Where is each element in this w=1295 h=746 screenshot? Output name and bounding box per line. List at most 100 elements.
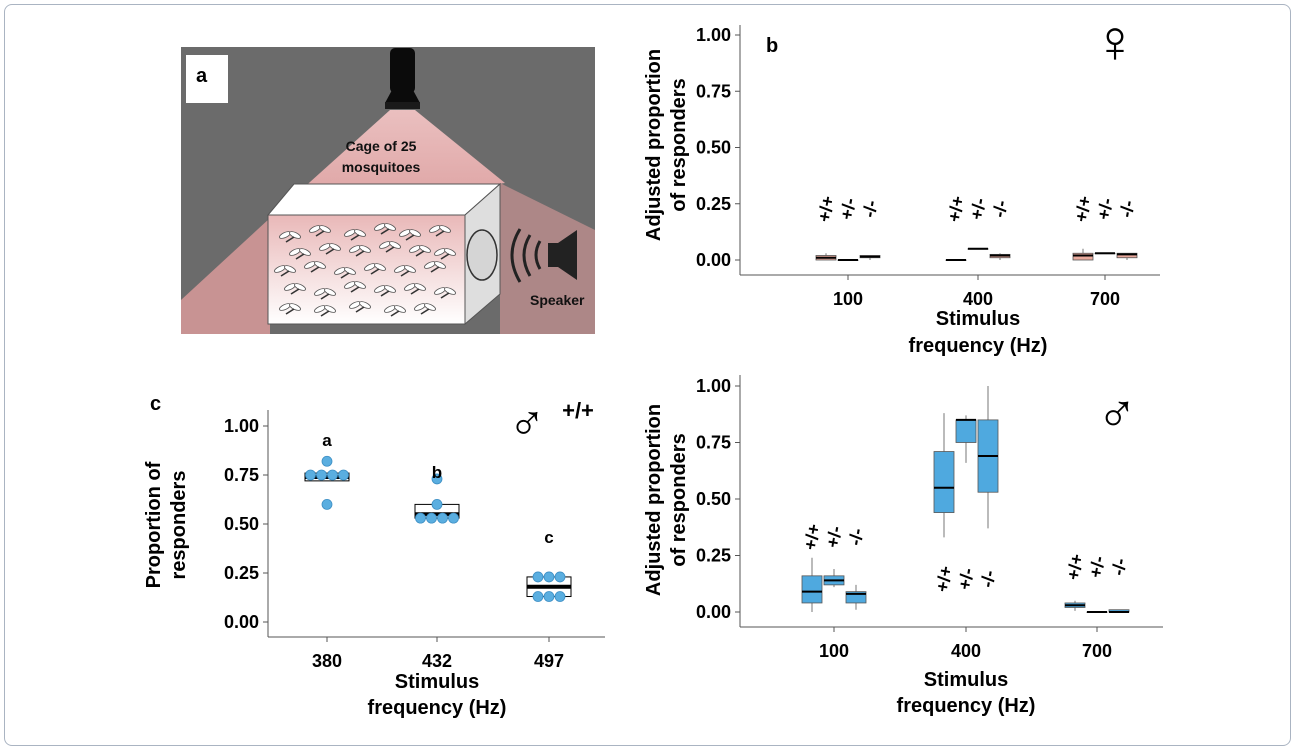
- panel-c-data-point: [338, 469, 349, 481]
- panel-c-xlabel-line1: Stimulus: [395, 671, 479, 693]
- panel-b-ylabel-line1: Adjusted proportion: [643, 49, 665, 241]
- panel-b-genotype-label: -/-: [1116, 199, 1139, 219]
- mosquito-icon: [374, 285, 396, 297]
- panel-d-genotype-label: +/+: [800, 522, 824, 551]
- male-symbol-icon: ♂: [1097, 384, 1138, 444]
- panel-d-genotype-label: +/-: [822, 525, 845, 550]
- mosquito-body: [430, 266, 440, 273]
- mosquito-icon: [414, 303, 436, 315]
- panel-b-genotype-label: +/-: [1093, 197, 1116, 222]
- panel-b-x-tick-label: 700: [1090, 289, 1120, 309]
- panel-b-y-tick-label: 0.75: [696, 81, 731, 101]
- panel-c-data-point: [431, 473, 443, 485]
- panel-c-y-tick-label: 1.00: [224, 416, 259, 436]
- panel-b-genotype-label: +/+: [814, 194, 838, 223]
- mosquito-icon: [394, 265, 416, 277]
- panel-c-data-point: [431, 498, 443, 510]
- mosquito-body: [405, 234, 415, 241]
- panel-a-illustration: Cage of 25 mosquitoes Speaker a: [181, 47, 595, 334]
- mosquito-body: [440, 292, 450, 299]
- flashlight-icon: [385, 48, 420, 109]
- light-beam-left: [181, 218, 270, 334]
- panel-d-y-tick-label: 0.75: [696, 433, 731, 453]
- mosquito-body: [390, 310, 400, 317]
- panel-b-xlabel-line2: frequency (Hz): [909, 335, 1048, 357]
- panel-d-y-tick-label: 0.50: [696, 489, 731, 509]
- mosquito-icon: [399, 229, 421, 241]
- panel-d-genotype-label: +/+: [932, 564, 956, 593]
- mosquito-icon: [364, 263, 386, 275]
- panel-c-y-tick-label: 0.75: [224, 465, 259, 485]
- panel-d-xlabel-line2: frequency (Hz): [897, 695, 1036, 717]
- panel-b-letter: b: [766, 35, 778, 57]
- panel-c-data-point: [415, 512, 426, 524]
- panel-b-genotype-label: +/-: [966, 197, 989, 222]
- mosquito-body: [350, 286, 360, 293]
- panel-a-letter: a: [196, 65, 208, 87]
- panel-d-box: [801, 575, 823, 604]
- mosquito-icon: [424, 261, 446, 273]
- mosquito-body: [285, 308, 295, 315]
- mosquito-icon: [314, 305, 336, 317]
- panel-c-significance-letter: c: [544, 528, 553, 547]
- speaker-icon: [510, 228, 577, 283]
- panel-b-genotype-label: -/-: [989, 199, 1012, 219]
- panel-b-y-tick-label: 1.00: [696, 25, 731, 45]
- panel-a-letter-box: [186, 55, 228, 103]
- mosquito-body: [320, 293, 330, 300]
- male-symbol-icon: ♂: [508, 395, 546, 451]
- panel-b-genotype-label: +/+: [944, 194, 968, 223]
- panel-d-genotype-label: +/-: [1085, 555, 1108, 580]
- panel-c-y-tick-label: 0.00: [224, 612, 259, 632]
- mosquito-body: [435, 230, 445, 237]
- panel-b-genotype-label: +/-: [836, 197, 859, 222]
- mosquito-icon: [304, 261, 326, 273]
- panel-c-x-tick-label: 432: [422, 651, 452, 671]
- mosquito-icon: [279, 231, 301, 243]
- mosquito-icon: [289, 248, 311, 260]
- mosquito-body: [355, 306, 365, 313]
- mosquito-body: [285, 236, 295, 243]
- panel-d-y-tick-label: 0.25: [696, 546, 731, 566]
- mosquito-icon: [274, 265, 296, 277]
- mosquito-swarm: [274, 223, 456, 317]
- mosquito-icon: [344, 229, 366, 241]
- panel-c-data-point: [532, 571, 544, 583]
- panel-c-data-point: [554, 591, 566, 602]
- panel-c-y-tick-label: 0.25: [224, 563, 259, 583]
- panel-c-ylabel-line2: responders: [168, 471, 190, 580]
- panel-c-x-tick-label: 497: [534, 651, 564, 671]
- panel-d-box: [845, 591, 867, 604]
- panel-c-significance-letter: a: [322, 431, 332, 450]
- panel-d-ylabel-line2: of responders: [668, 433, 690, 566]
- panel-c-ylabel-line1: Proportion of: [143, 461, 165, 588]
- panel-c-data-point: [437, 512, 448, 524]
- mosquito-icon: [349, 301, 371, 313]
- panel-d-chart: ♂ Adjusted proportion of responders Stim…: [643, 375, 1163, 717]
- panel-c-genotype-label: +/+: [562, 398, 594, 423]
- speaker-label: Speaker: [530, 292, 585, 308]
- female-symbol-icon: ♀: [1093, 8, 1138, 75]
- panel-b-y-tick-label: 0.50: [696, 138, 731, 158]
- panel-d-x-tick-label: 100: [819, 641, 849, 661]
- mosquito-icon: [384, 305, 406, 317]
- panel-b-box: [1116, 252, 1138, 259]
- panel-d-genotype-label: -/-: [1108, 557, 1131, 577]
- panel-d-x-tick-label: 700: [1082, 641, 1112, 661]
- panel-d-xlabel-line1: Stimulus: [924, 669, 1008, 691]
- mosquito-body: [415, 250, 425, 257]
- mosquito-icon: [319, 243, 341, 255]
- mosquito-body: [350, 234, 360, 241]
- panel-b-genotype-label: -/-: [859, 199, 882, 219]
- mosquito-body: [380, 228, 390, 235]
- mosquito-body: [370, 268, 380, 275]
- mosquito-icon: [434, 248, 456, 260]
- panel-d-box: [955, 419, 977, 443]
- panel-c-data-point: [554, 571, 566, 583]
- panel-c-data-point: [448, 512, 459, 524]
- mosquito-body: [380, 290, 390, 297]
- panel-d-x-tick-label: 400: [951, 641, 981, 661]
- panel-d-genotype-label: -/-: [845, 527, 868, 547]
- speaker-membrane: [466, 229, 498, 281]
- mosquito-body: [420, 308, 430, 315]
